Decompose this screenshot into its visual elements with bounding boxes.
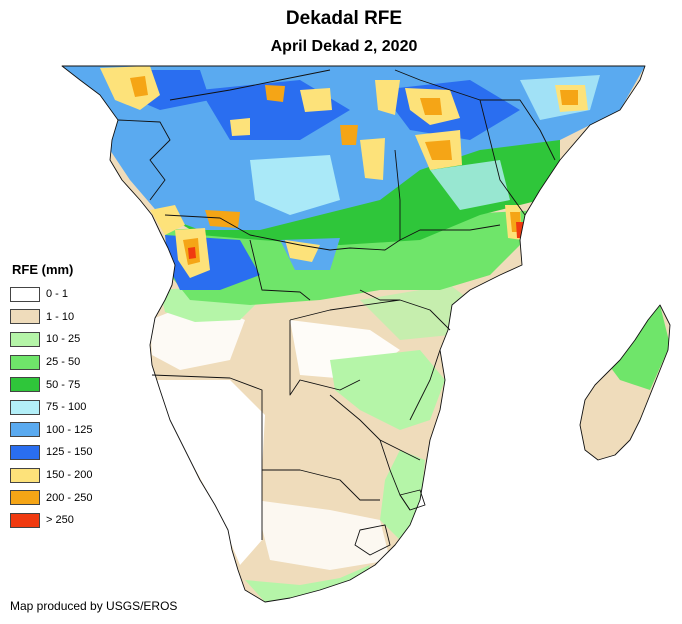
legend: RFE (mm) 0 - 1 1 - 10 10 - 25 25 - 50 50… [10, 262, 92, 532]
legend-item: > 250 [10, 509, 92, 532]
legend-swatch [10, 422, 40, 438]
legend-item: 200 - 250 [10, 486, 92, 509]
legend-item: 125 - 150 [10, 441, 92, 464]
legend-item: 1 - 10 [10, 306, 92, 329]
legend-item: 150 - 200 [10, 464, 92, 487]
legend-item: 75 - 100 [10, 396, 92, 419]
legend-item: 100 - 125 [10, 419, 92, 442]
legend-label: > 250 [46, 514, 74, 527]
country-boundaries [61, 65, 671, 603]
legend-swatch [10, 377, 40, 393]
legend-label: 125 - 150 [46, 446, 93, 459]
map-credit: Map produced by USGS/EROS [10, 599, 178, 613]
legend-title: RFE (mm) [12, 262, 74, 277]
legend-label: 200 - 250 [46, 491, 93, 504]
legend-label: 10 - 25 [46, 333, 81, 346]
legend-item: 10 - 25 [10, 328, 92, 351]
legend-swatch [10, 399, 40, 415]
legend-label: 75 - 100 [46, 401, 87, 414]
legend-item: 50 - 75 [10, 373, 92, 396]
legend-swatch [10, 354, 40, 370]
legend-item: 0 - 1 [10, 283, 92, 306]
legend-label: 0 - 1 [46, 288, 69, 301]
legend-label: 25 - 50 [46, 356, 81, 369]
legend-swatch [10, 512, 40, 528]
legend-swatch [10, 490, 40, 506]
map-title: Dekadal RFE [285, 8, 403, 29]
legend-swatch [10, 309, 40, 325]
rainfall-field [62, 66, 670, 602]
legend-swatch [10, 444, 40, 460]
legend-label: 1 - 10 [46, 310, 75, 323]
map-subtitle: April Dekad 2, 2020 [270, 38, 418, 55]
legend-label: 100 - 125 [46, 423, 93, 436]
legend-item: 25 - 50 [10, 351, 92, 374]
legend-label: 150 - 200 [46, 469, 93, 482]
legend-swatch [10, 331, 40, 347]
legend-label: 50 - 75 [46, 378, 81, 391]
legend-swatch [10, 467, 40, 483]
legend-swatch [10, 286, 40, 302]
